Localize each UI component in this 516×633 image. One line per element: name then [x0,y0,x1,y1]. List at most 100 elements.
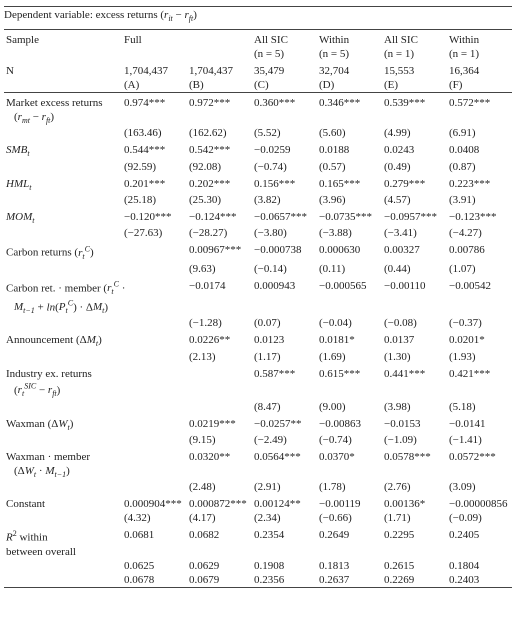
coef-se: (5.18) [447,400,512,414]
coef-label: Market excess returns [4,93,122,111]
between-val: 0.2615 [382,559,447,573]
coef-est: −0.0657*** [252,207,317,226]
coef-est: −0.0141 [447,414,512,433]
coef-se: (−1.28) [187,316,252,330]
coef-est: −0.0259 [252,140,317,159]
coef-row: MOMt−0.120***−0.124***−0.0657***−0.0735*… [4,207,512,226]
coef-est: 0.0188 [317,140,382,159]
col-sample: Full [122,30,187,47]
coef-est: 0.00786 [447,240,512,262]
coef-se [122,433,187,447]
overall-val: 0.2356 [252,573,317,588]
col-tag: (C) [252,78,317,93]
coef-se: (163.46) [122,126,187,140]
col-nhint: (n = 1) [382,47,447,61]
coef-label: Industry ex. returns [4,364,122,381]
coef-se-row: (92.59)(92.08)(−0.74)(0.57)(0.49)(0.87) [4,160,512,174]
coef-se: (−4.27) [447,226,512,240]
coef-se: (1.17) [252,350,317,364]
coef-se: (0.87) [447,160,512,174]
coef-se: (0.49) [382,160,447,174]
r2-val: 0.2405 [447,525,512,545]
coef-est: 0.0226** [187,330,252,349]
coef-se-row: (2.13)(1.17)(1.69)(1.30)(1.93) [4,350,512,364]
coef-se [122,400,187,414]
coef-se: (−3.41) [382,226,447,240]
coef-est: 0.539*** [382,93,447,111]
r2-within-row: R2 within 0.0681 0.0682 0.2354 0.2649 0.… [4,525,512,545]
between-val: 0.1813 [317,559,382,573]
coef-est: 0.0564*** [252,447,317,464]
coef-se: (3.91) [447,193,512,207]
col-n: 15,553 [382,61,447,78]
coef-est: 0.165*** [317,174,382,193]
header-nhint-row: (n = 5) (n = 5) (n = 1) (n = 1) [4,47,512,61]
coef-est [122,330,187,349]
coef-est: 0.279*** [382,174,447,193]
regression-table-page: { "meta": { "dep_var_html": "Dependent v… [0,0,516,596]
coef-label: Constant [4,494,122,511]
coef-se [122,480,187,494]
coef-est: 0.0320** [187,447,252,464]
overall-val: 0.0679 [187,573,252,588]
overall-row: 0.0678 0.0679 0.2356 0.2637 0.2269 0.240… [4,573,512,588]
coef-est: 0.0219*** [187,414,252,433]
col-tag: (A) [122,78,187,93]
coef-se: (0.44) [382,262,447,276]
between-row: 0.0625 0.0629 0.1908 0.1813 0.2615 0.180… [4,559,512,573]
col-nhint: (n = 5) [317,47,382,61]
coef-se: (2.91) [252,480,317,494]
coef-se: (−27.63) [122,226,187,240]
coef-est: 0.0181* [317,330,382,349]
r2-val: 0.0682 [187,525,252,545]
coef-se: (8.47) [252,400,317,414]
coef-se: (25.18) [122,193,187,207]
coef-row: Carbon returns (rtC)0.00967***−0.0007380… [4,240,512,262]
coef-se: (6.91) [447,126,512,140]
coef-se: (3.96) [317,193,382,207]
header-n-row: N 1,704,437 1,704,437 35,479 32,704 15,5… [4,61,512,78]
coef-se: (2.13) [187,350,252,364]
coef-est: 0.00967*** [187,240,252,262]
coef-row: Market excess returns0.974***0.972***0.3… [4,93,512,111]
coef-se: (1.71) [382,511,447,525]
coef-est: −0.00119 [317,494,382,511]
coef-se: (2.34) [252,511,317,525]
coef-est: 0.0243 [382,140,447,159]
coef-se-row: (8.47)(9.00)(3.98)(5.18) [4,400,512,414]
col-sample: Within [447,30,512,47]
coef-se: (3.82) [252,193,317,207]
coef-se: (2.76) [382,480,447,494]
between-val: 0.1908 [252,559,317,573]
between-val: 0.1804 [447,559,512,573]
coef-sublabel-row: Mt−1 + ln(PtC) · ΔMt) [4,298,512,317]
coef-se [122,262,187,276]
col-tag: (B) [187,78,252,93]
between-label-row: between overall [4,545,512,559]
coef-sublabel-row: (rtSIC − rft) [4,381,512,400]
header-sample-row: Sample Full All SIC Within All SIC Withi… [4,30,512,47]
col-nhint: (n = 5) [252,47,317,61]
coef-se: (1.30) [382,350,447,364]
coef-est [122,447,187,464]
coef-se: (3.09) [447,480,512,494]
coef-se: (162.62) [187,126,252,140]
coef-se: (1.93) [447,350,512,364]
coef-se-row: (163.46)(162.62)(5.52)(5.60)(4.99)(6.91) [4,126,512,140]
coef-se: (−1.09) [382,433,447,447]
coef-se: (1.07) [447,262,512,276]
coef-est [187,364,252,381]
coef-se: (−0.66) [317,511,382,525]
overall-val: 0.2637 [317,573,382,588]
col-n: 1,704,437 [187,61,252,78]
coef-est: 0.156*** [252,174,317,193]
coef-se: (−3.80) [252,226,317,240]
coef-se: (3.98) [382,400,447,414]
coef-est: 0.587*** [252,364,317,381]
coef-est: −0.123*** [447,207,512,226]
header-tag-row: (A) (B) (C) (D) (E) (F) [4,78,512,93]
col-nhint [187,47,252,61]
coef-se-row: (−1.28)(0.07)(−0.04)(−0.08)(−0.37) [4,316,512,330]
r2-val: 0.2354 [252,525,317,545]
col-n: 35,479 [252,61,317,78]
